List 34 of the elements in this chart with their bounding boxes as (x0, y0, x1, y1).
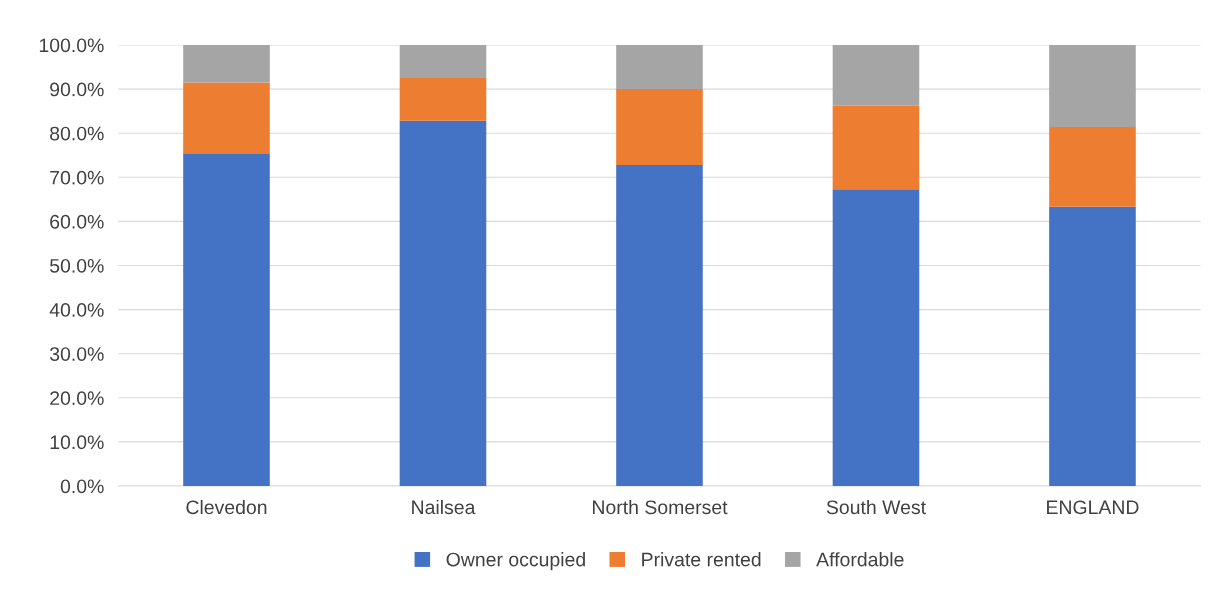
bar (832, 105, 920, 190)
y-tick-label: 30.0% (49, 347, 104, 361)
y-tick-label: 10.0% (50, 435, 104, 450)
y-tick-label: 100.0% (39, 38, 104, 53)
legend-label: Affordable (816, 552, 904, 567)
y-tick-label: 40.0% (49, 303, 104, 317)
bar (832, 189, 920, 486)
bar (183, 82, 270, 154)
bar (183, 153, 270, 486)
x-tick-label: South West (826, 499, 926, 515)
bar (1049, 206, 1136, 486)
y-tick-label: 0.0% (60, 479, 104, 494)
bar (399, 78, 487, 121)
bar (1049, 45, 1136, 128)
x-tick-label: ENGLAND (1047, 500, 1139, 515)
bar (183, 45, 270, 83)
y-tick-label: 20.0% (50, 391, 104, 406)
y-tick-label: 60.0% (50, 214, 104, 229)
bar (616, 164, 703, 486)
y-tick-label: 70.0% (50, 170, 104, 185)
x-tick-label: Clevedon (186, 499, 267, 515)
legend-label: Owner occupied (446, 552, 585, 571)
bar (399, 120, 487, 486)
y-tick-label: 90.0% (50, 82, 104, 97)
y-tick-label: 50.0% (50, 258, 104, 273)
bar (399, 45, 487, 79)
legend-label: Private rented (642, 552, 761, 567)
x-tick-label: Nailsea (412, 499, 476, 515)
bar (616, 45, 703, 90)
bar (832, 45, 920, 106)
bar (1049, 127, 1136, 207)
bar (616, 89, 703, 165)
x-tick-label: North Somerset (593, 499, 728, 515)
y-tick-label: 80.0% (50, 126, 104, 141)
